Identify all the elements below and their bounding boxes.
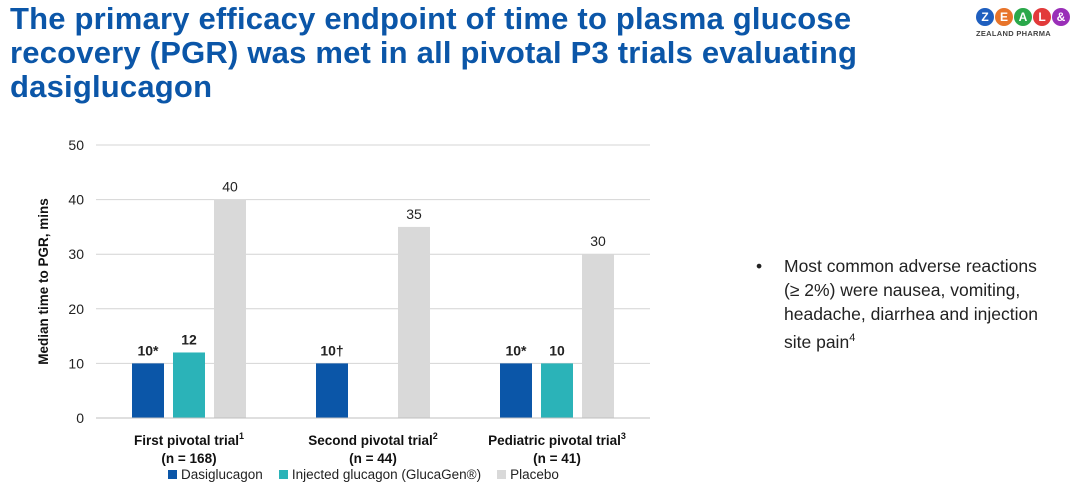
legend-label: Dasiglucagon — [181, 467, 263, 482]
bar — [541, 363, 573, 418]
bullet-marker: • — [756, 256, 763, 276]
legend-item: Dasiglucagon — [168, 467, 263, 482]
legend-swatch — [497, 470, 507, 479]
y-tick-label: 40 — [68, 192, 84, 208]
bullet-text: Most common adverse reactions (≥ 2%) wer… — [784, 256, 1038, 352]
x-category-footnote: 1 — [239, 431, 244, 441]
logo-letter: & — [1052, 8, 1070, 26]
x-category-n: (n = 41) — [533, 451, 581, 466]
bar-value-label: 10* — [137, 342, 159, 358]
x-category-n: (n = 168) — [161, 451, 216, 466]
legend-item: Injected glucagon (GlucaGen®) — [278, 467, 482, 482]
y-tick-label: 20 — [68, 301, 84, 317]
adverse-reactions-list: • Most common adverse reactions (≥ 2%) w… — [754, 254, 1044, 354]
x-category-label: First pivotal trial1 — [134, 431, 244, 448]
logo-letters: Z E A L & — [976, 8, 1076, 26]
bar-value-label: 12 — [181, 331, 197, 347]
bar-value-label: 30 — [590, 233, 606, 249]
legend-label: Placebo — [510, 467, 559, 482]
y-tick-label: 10 — [68, 355, 84, 371]
zealand-logo: Z E A L & ZEALAND PHARMA — [976, 8, 1076, 44]
bar — [214, 199, 246, 418]
slide-title: The primary efficacy endpoint of time to… — [10, 1, 858, 104]
x-category-n: (n = 44) — [349, 451, 397, 466]
bar — [582, 254, 614, 418]
bullet-footnote: 4 — [849, 332, 856, 344]
logo-letter: E — [995, 8, 1013, 26]
logo-letter: Z — [976, 8, 994, 26]
y-tick-label: 0 — [76, 410, 84, 426]
bar-value-label: 10* — [505, 342, 527, 358]
y-axis-label: Median time to PGR, mins — [36, 198, 51, 365]
bar — [132, 363, 164, 418]
logo-subtitle: ZEALAND PHARMA — [976, 29, 1052, 38]
chart-legend: Dasiglucagon Injected glucagon (GlucaGen®… — [168, 467, 559, 482]
x-category-footnote: 2 — [433, 431, 438, 441]
logo-letter: L — [1033, 8, 1051, 26]
bar — [173, 352, 205, 418]
bar-value-label: 35 — [406, 206, 422, 222]
x-category-label: Pediatric pivotal trial3 — [488, 431, 626, 448]
legend-item: Placebo — [497, 467, 559, 482]
legend-swatch — [278, 470, 288, 479]
y-tick-label: 30 — [68, 246, 84, 262]
bar — [398, 226, 430, 418]
logo-letter: A — [1014, 8, 1032, 26]
bar-value-label: 10 — [549, 342, 565, 358]
y-tick-label: 50 — [68, 137, 84, 153]
bar — [500, 363, 532, 418]
bar — [316, 363, 348, 418]
legend-label: Injected glucagon (GlucaGen®) — [291, 467, 482, 482]
bullet-item: • Most common adverse reactions (≥ 2%) w… — [754, 254, 1044, 354]
bar-value-label: 40 — [222, 179, 238, 195]
bar-value-label: 10† — [320, 342, 343, 358]
x-category-label: Second pivotal trial2 — [308, 431, 438, 448]
legend-swatch — [168, 470, 177, 479]
x-category-footnote: 3 — [621, 431, 626, 441]
